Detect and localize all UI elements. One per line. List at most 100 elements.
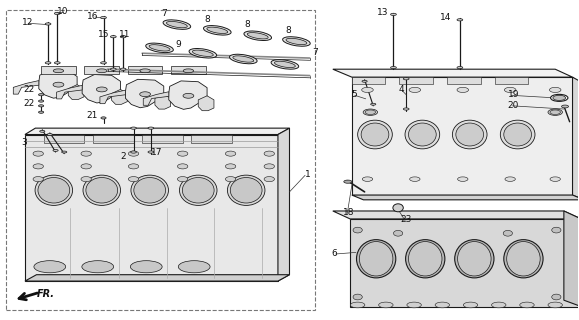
- Ellipse shape: [54, 62, 60, 64]
- Ellipse shape: [504, 240, 543, 278]
- Ellipse shape: [363, 109, 378, 116]
- Ellipse shape: [552, 227, 561, 233]
- Ellipse shape: [129, 151, 139, 156]
- Ellipse shape: [394, 230, 403, 236]
- Ellipse shape: [404, 78, 409, 80]
- Ellipse shape: [264, 177, 274, 182]
- Polygon shape: [350, 219, 579, 307]
- Ellipse shape: [360, 242, 393, 276]
- Ellipse shape: [435, 302, 449, 308]
- Polygon shape: [57, 85, 82, 99]
- Ellipse shape: [407, 302, 422, 308]
- Ellipse shape: [225, 151, 236, 156]
- Ellipse shape: [371, 103, 376, 105]
- Ellipse shape: [520, 302, 534, 308]
- Ellipse shape: [53, 69, 64, 73]
- Ellipse shape: [409, 242, 442, 276]
- Ellipse shape: [146, 43, 173, 52]
- Bar: [142, 135, 182, 143]
- Polygon shape: [169, 81, 207, 109]
- Ellipse shape: [225, 164, 236, 169]
- Ellipse shape: [179, 175, 217, 205]
- Ellipse shape: [457, 242, 491, 276]
- Text: 12: 12: [22, 19, 34, 28]
- Ellipse shape: [463, 302, 478, 308]
- Text: 8: 8: [285, 26, 291, 35]
- Ellipse shape: [177, 164, 188, 169]
- Ellipse shape: [344, 180, 352, 183]
- Bar: [494, 77, 528, 84]
- Ellipse shape: [130, 261, 162, 273]
- Ellipse shape: [47, 133, 52, 135]
- Ellipse shape: [350, 302, 365, 308]
- Ellipse shape: [225, 177, 236, 182]
- Text: 16: 16: [87, 12, 99, 21]
- Polygon shape: [82, 75, 120, 103]
- Polygon shape: [352, 195, 579, 200]
- Bar: [447, 77, 481, 84]
- Ellipse shape: [33, 177, 43, 182]
- Ellipse shape: [228, 175, 265, 205]
- Ellipse shape: [507, 242, 540, 276]
- Ellipse shape: [39, 100, 44, 102]
- Ellipse shape: [548, 302, 562, 308]
- Ellipse shape: [393, 204, 404, 212]
- Ellipse shape: [500, 120, 535, 149]
- Text: 9: 9: [175, 40, 181, 49]
- Ellipse shape: [551, 94, 568, 101]
- Ellipse shape: [178, 261, 210, 273]
- Ellipse shape: [244, 31, 272, 41]
- Polygon shape: [126, 79, 164, 108]
- Ellipse shape: [148, 151, 154, 153]
- Ellipse shape: [166, 21, 187, 28]
- Text: 3: 3: [21, 138, 27, 147]
- Text: 8: 8: [204, 15, 210, 24]
- Ellipse shape: [457, 19, 463, 21]
- Ellipse shape: [101, 117, 106, 119]
- Ellipse shape: [39, 93, 44, 96]
- Ellipse shape: [177, 151, 188, 156]
- Ellipse shape: [81, 151, 91, 156]
- Bar: [44, 135, 85, 143]
- Polygon shape: [155, 94, 171, 109]
- Ellipse shape: [131, 127, 137, 129]
- Text: 7: 7: [313, 48, 318, 57]
- Ellipse shape: [120, 68, 126, 70]
- Ellipse shape: [120, 36, 126, 38]
- Ellipse shape: [207, 27, 228, 34]
- Polygon shape: [171, 66, 206, 74]
- Ellipse shape: [362, 177, 373, 181]
- Ellipse shape: [549, 87, 561, 92]
- Text: 19: 19: [508, 90, 519, 99]
- Ellipse shape: [358, 120, 393, 149]
- Ellipse shape: [203, 26, 231, 35]
- Ellipse shape: [550, 110, 560, 115]
- Ellipse shape: [39, 105, 44, 107]
- Polygon shape: [25, 128, 290, 134]
- Polygon shape: [100, 90, 126, 104]
- Ellipse shape: [61, 151, 67, 153]
- Ellipse shape: [83, 175, 120, 205]
- Text: 1: 1: [305, 170, 311, 179]
- Text: 14: 14: [439, 13, 451, 22]
- Ellipse shape: [131, 151, 137, 153]
- Ellipse shape: [457, 177, 468, 181]
- Ellipse shape: [492, 302, 506, 308]
- Ellipse shape: [455, 240, 494, 278]
- Polygon shape: [198, 96, 214, 111]
- Ellipse shape: [111, 68, 116, 70]
- Ellipse shape: [38, 178, 69, 203]
- Text: 22: 22: [24, 99, 35, 108]
- Ellipse shape: [97, 69, 107, 73]
- Ellipse shape: [81, 164, 91, 169]
- Ellipse shape: [45, 23, 51, 25]
- Ellipse shape: [452, 120, 487, 149]
- Ellipse shape: [233, 56, 254, 62]
- Ellipse shape: [548, 109, 562, 116]
- Polygon shape: [352, 77, 573, 195]
- Ellipse shape: [362, 80, 367, 82]
- Ellipse shape: [34, 261, 65, 273]
- Ellipse shape: [457, 67, 463, 69]
- Text: 23: 23: [401, 215, 412, 224]
- Polygon shape: [333, 69, 573, 77]
